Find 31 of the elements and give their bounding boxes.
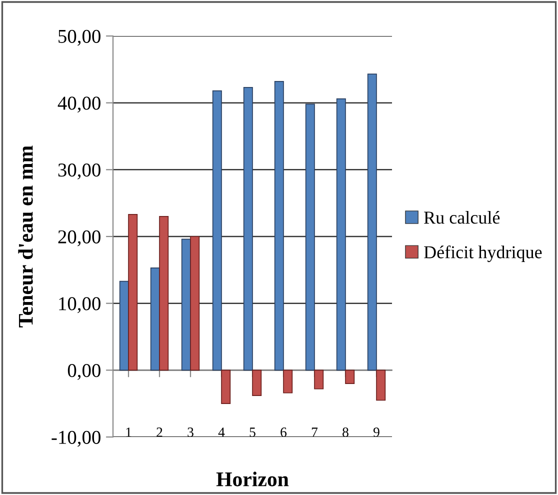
y-tick-label: 20,00 xyxy=(58,230,100,246)
bar xyxy=(252,370,262,396)
bar xyxy=(243,87,253,371)
y-tick-label: 30,00 xyxy=(58,163,100,180)
bar xyxy=(345,370,355,384)
y-tick-label: 10,00 xyxy=(59,297,100,314)
x-tick-label: 7 xyxy=(312,428,318,437)
bar xyxy=(128,214,138,371)
y-tick-label: 40,00 xyxy=(58,96,100,113)
x-tick-label: 4 xyxy=(218,428,225,437)
y-tick-label: 0,00 xyxy=(68,364,100,380)
bar xyxy=(190,236,200,371)
bar xyxy=(159,216,169,371)
bar xyxy=(336,98,346,371)
y-tick-label: 50,00 xyxy=(58,30,100,46)
x-axis-title: Horizon xyxy=(216,472,289,486)
bar xyxy=(367,74,377,371)
x-tick-label: 9 xyxy=(373,428,380,437)
legend-label: Ru calculé xyxy=(424,211,500,224)
bar xyxy=(376,370,386,401)
x-tick-label: 6 xyxy=(280,428,287,437)
bar xyxy=(283,370,293,394)
legend-label: Déficit hydrique xyxy=(424,245,542,262)
y-axis-title: Teneur d'eau en mm xyxy=(18,146,33,328)
y-tick-label: -10,00 xyxy=(52,430,100,447)
bar xyxy=(274,81,284,371)
bar xyxy=(305,104,315,371)
bar xyxy=(314,370,324,390)
x-tick-label: 8 xyxy=(342,428,348,437)
bar xyxy=(221,370,231,404)
bar xyxy=(212,90,222,371)
